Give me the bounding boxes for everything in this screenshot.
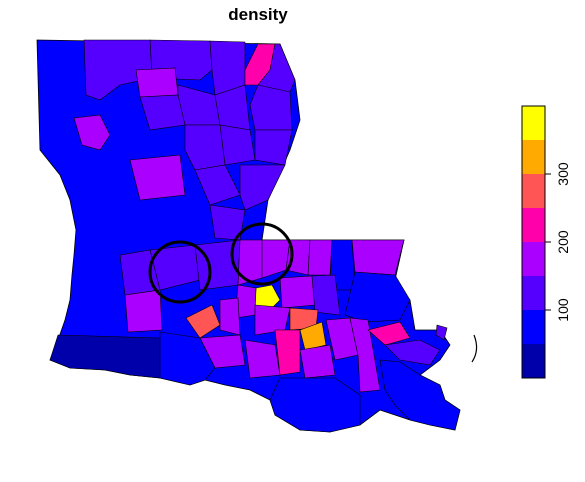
parish-orleans bbox=[367, 321, 411, 346]
parish-st-tammany bbox=[344, 271, 411, 323]
legend-color-swatch bbox=[522, 344, 545, 378]
legend-color-swatch bbox=[522, 310, 545, 344]
parish-acadia bbox=[124, 289, 163, 333]
parish-st-john bbox=[299, 321, 327, 351]
legend-tick-label: 300 bbox=[555, 162, 571, 186]
legend-color-swatch bbox=[522, 276, 545, 310]
louisiana-parish-map bbox=[36, 39, 478, 433]
highlight-circle-2 bbox=[230, 222, 294, 286]
parish-terrebonne bbox=[269, 377, 361, 433]
parish-st-martin bbox=[219, 297, 241, 336]
parish-st-mary bbox=[244, 339, 281, 379]
parish-st-bernard bbox=[384, 339, 441, 366]
parish-caddo-strip bbox=[73, 114, 111, 151]
highlight-circle-1 bbox=[148, 240, 212, 304]
legend-tick-label: 100 bbox=[555, 298, 571, 322]
parish-madison bbox=[249, 84, 293, 131]
parish-tangipahoa bbox=[311, 274, 341, 316]
parish-vermilion bbox=[159, 331, 216, 386]
island-2 bbox=[471, 334, 478, 363]
parish-claiborne bbox=[83, 39, 153, 101]
parish-lafourche-north bbox=[299, 344, 336, 379]
parish-st-tammany-north bbox=[351, 239, 405, 276]
parish-assumption bbox=[274, 329, 301, 376]
parish-concordia bbox=[239, 164, 286, 211]
legend-color-swatch bbox=[522, 106, 545, 140]
parish-lincoln bbox=[135, 67, 179, 98]
parish-franklin bbox=[219, 124, 256, 166]
legend-color-swatch bbox=[522, 174, 545, 208]
legend-color-swatch bbox=[522, 140, 545, 174]
island-1 bbox=[435, 324, 448, 341]
legend-color-swatch bbox=[522, 208, 545, 242]
color-legend: 100 200 300 bbox=[521, 105, 571, 379]
legend-tick-label: 200 bbox=[555, 230, 571, 254]
parish-livingston bbox=[279, 275, 316, 309]
plot-title: density bbox=[228, 5, 288, 24]
parish-jefferson bbox=[349, 317, 381, 393]
parish-plaquemines bbox=[379, 359, 461, 431]
legend-color-swatch bbox=[522, 242, 545, 276]
parish-st-helena bbox=[307, 239, 333, 276]
parish-winn bbox=[129, 154, 186, 201]
